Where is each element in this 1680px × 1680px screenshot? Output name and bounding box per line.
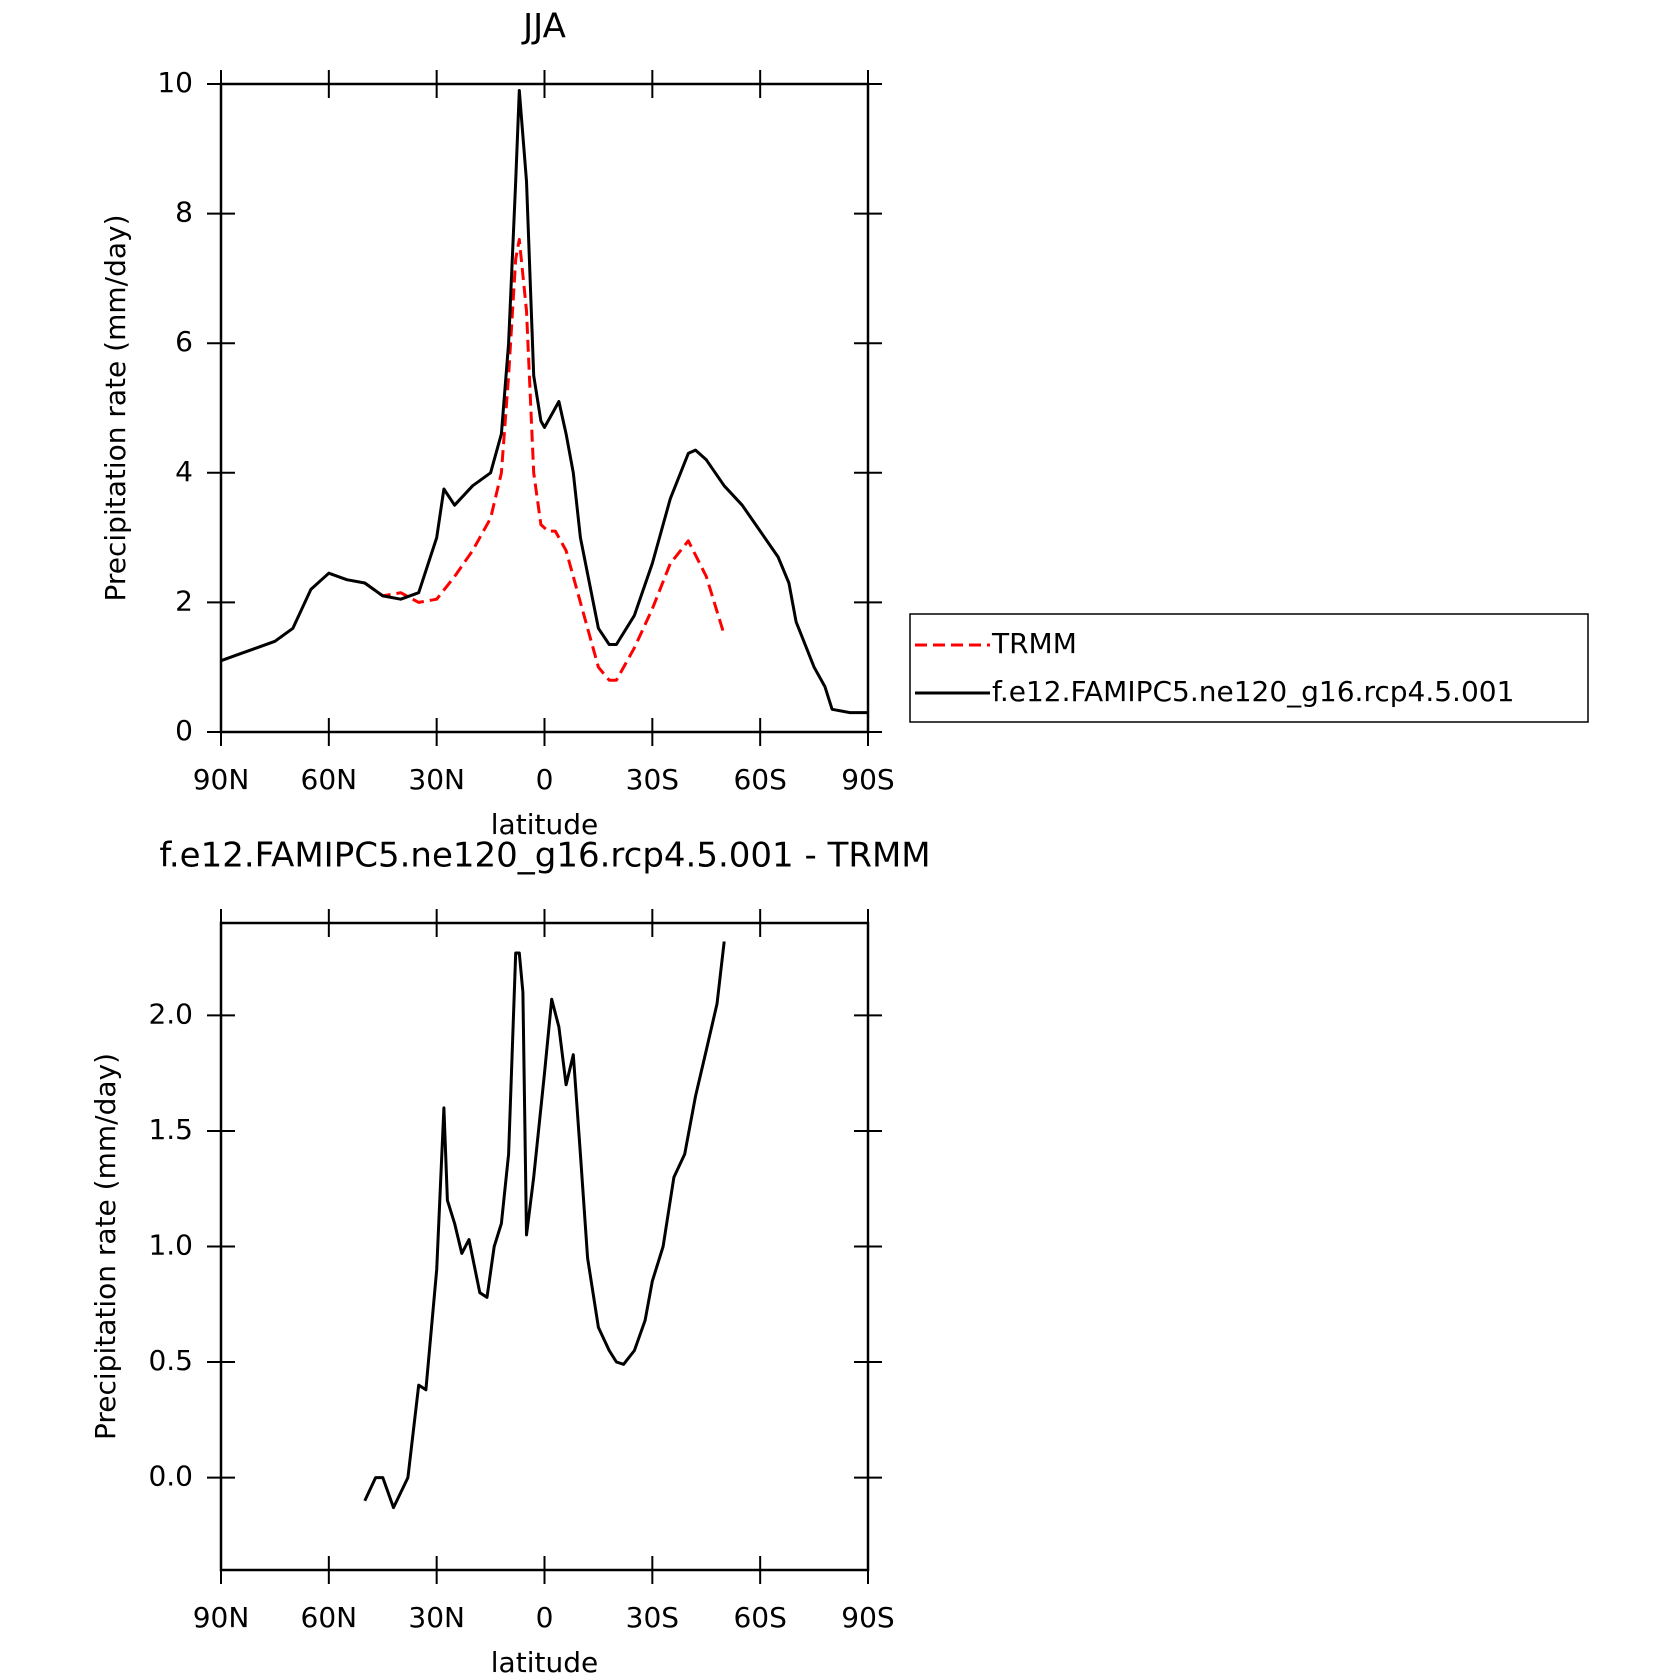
x-tick-label: 90N — [193, 1601, 250, 1634]
x-tick-label: 60S — [733, 763, 786, 796]
x-tick-label: 90N — [193, 763, 250, 796]
x-axis-label: latitude — [491, 1646, 598, 1679]
x-tick-label: 60S — [733, 1601, 786, 1634]
y-tick-label: 10 — [157, 66, 193, 99]
plot-frame — [219, 82, 870, 734]
legend-box — [909, 613, 1589, 723]
x-tick-label: 30N — [408, 1601, 465, 1634]
x-tick-label: 90S — [841, 763, 894, 796]
y-tick-label: 8 — [175, 196, 193, 229]
y-axis-label: Precipitation rate (mm/day) — [89, 1053, 122, 1440]
x-tick-label: 30N — [408, 763, 465, 796]
x-axis-label: latitude — [491, 808, 598, 841]
series-line — [363, 238, 726, 682]
y-axis-label: Precipitation rate (mm/day) — [99, 214, 132, 601]
x-tick-label: 30S — [626, 763, 679, 796]
y-tick-label: 0 — [175, 714, 193, 747]
x-tick-label: 90S — [841, 1601, 894, 1634]
y-tick-label: 2 — [175, 584, 193, 617]
chart-title: JJA — [521, 7, 566, 47]
y-tick-label: 0.0 — [148, 1460, 193, 1493]
x-tick-label: 60N — [301, 1601, 358, 1634]
x-tick-label: 0 — [536, 1601, 554, 1634]
x-tick-label: 60N — [301, 763, 358, 796]
series-line — [363, 941, 726, 1510]
y-tick-label: 6 — [175, 325, 193, 358]
y-tick-label: 2.0 — [148, 997, 193, 1030]
y-tick-label: 1.5 — [148, 1113, 193, 1146]
y-tick-label: 1.0 — [148, 1229, 193, 1262]
plot-frame — [219, 921, 870, 1572]
x-tick-label: 0 — [536, 763, 554, 796]
chart-title: f.e12.FAMIPC5.ne120_g16.rcp4.5.001 - TRM… — [159, 836, 930, 876]
y-tick-label: 4 — [175, 455, 193, 488]
legend-label: f.e12.FAMIPC5.ne120_g16.rcp4.5.001 — [992, 675, 1514, 708]
legend-label: TRMM — [991, 627, 1077, 660]
series-line — [220, 89, 868, 715]
y-tick-label: 0.5 — [148, 1344, 193, 1377]
x-tick-label: 30S — [626, 1601, 679, 1634]
